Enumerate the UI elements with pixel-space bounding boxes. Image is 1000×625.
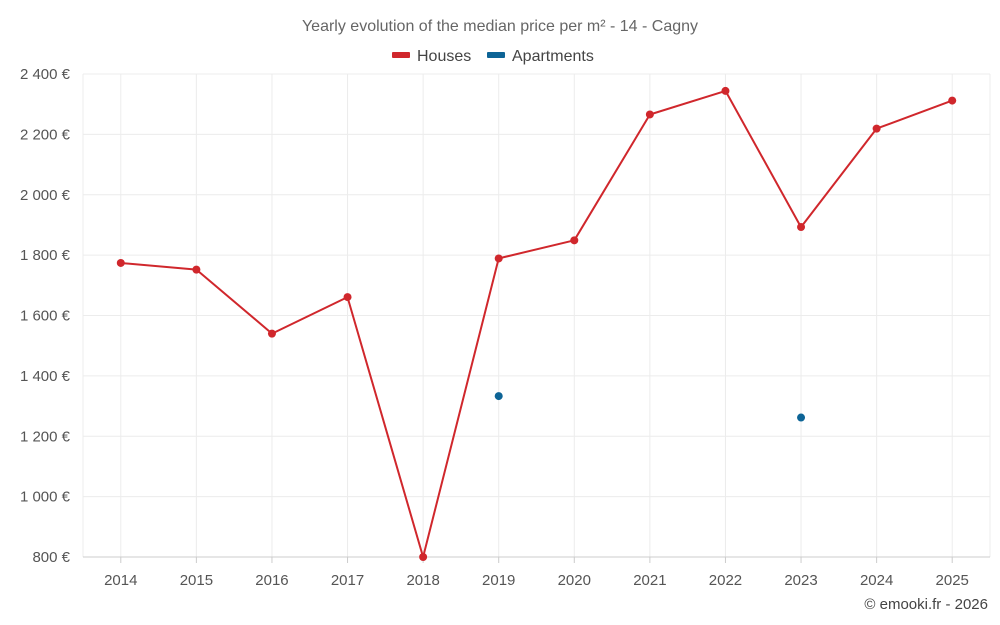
data-point-apartments xyxy=(797,413,806,422)
y-tick-label: 800 € xyxy=(32,549,70,566)
x-tick-label: 2014 xyxy=(104,572,137,589)
data-point-houses xyxy=(419,553,428,561)
chart-title: Yearly evolution of the median price per… xyxy=(302,18,698,35)
data-point-houses xyxy=(192,265,201,274)
legend-swatch-houses xyxy=(392,52,410,58)
x-tick-label: 2016 xyxy=(255,572,288,589)
data-point-houses xyxy=(721,86,730,95)
x-tick-label: 2025 xyxy=(936,572,969,589)
data-point-houses xyxy=(116,258,125,267)
legend: Houses Apartments xyxy=(392,48,594,65)
data-point-houses xyxy=(267,329,276,338)
legend-label-apartments: Apartments xyxy=(512,48,594,65)
x-tick-label: 2019 xyxy=(482,572,515,589)
data-point-houses xyxy=(494,254,503,263)
series-houses xyxy=(116,86,957,561)
x-tick-label: 2021 xyxy=(633,572,666,589)
data-point-houses xyxy=(343,293,352,302)
legend-swatch-apartments xyxy=(487,52,505,58)
y-tick-label: 1 600 € xyxy=(20,308,71,325)
legend-label-houses: Houses xyxy=(417,48,471,65)
grid xyxy=(82,73,991,558)
y-tick-label: 1 000 € xyxy=(20,489,71,506)
data-point-houses xyxy=(645,110,654,119)
credit-text: © emooki.fr - 2026 xyxy=(864,596,988,613)
x-axis: 2014 2015 2016 2017 2018 2019 2020 2021 2022 2023… xyxy=(83,556,990,589)
series xyxy=(116,86,957,561)
x-tick-label: 2015 xyxy=(180,572,213,589)
data-point-houses xyxy=(570,236,579,245)
x-tick-label: 2023 xyxy=(784,572,817,589)
y-tick-label: 1 400 € xyxy=(20,368,71,385)
y-tick-label: 2 400 € xyxy=(20,66,71,83)
x-tick-label: 2022 xyxy=(709,572,742,589)
series-apartments xyxy=(494,392,806,422)
y-tick-label: 2 200 € xyxy=(20,126,71,143)
y-tick-label: 1 200 € xyxy=(20,428,71,445)
data-point-houses xyxy=(872,124,881,133)
data-point-houses xyxy=(797,223,806,232)
x-tick-label: 2020 xyxy=(558,572,591,589)
y-axis: 800 € 1 000 € 1 200 € 1 400 € 1 600 € 1 800 €… xyxy=(20,66,71,566)
y-tick-label: 1 800 € xyxy=(20,247,71,264)
data-point-houses xyxy=(948,96,957,105)
x-tick-label: 2018 xyxy=(406,572,439,589)
y-tick-label: 2 000 € xyxy=(20,187,71,204)
series-line-houses xyxy=(120,89,953,558)
x-tick-label: 2017 xyxy=(331,572,364,589)
data-point-apartments xyxy=(494,392,503,401)
x-tick-label: 2024 xyxy=(860,572,893,589)
